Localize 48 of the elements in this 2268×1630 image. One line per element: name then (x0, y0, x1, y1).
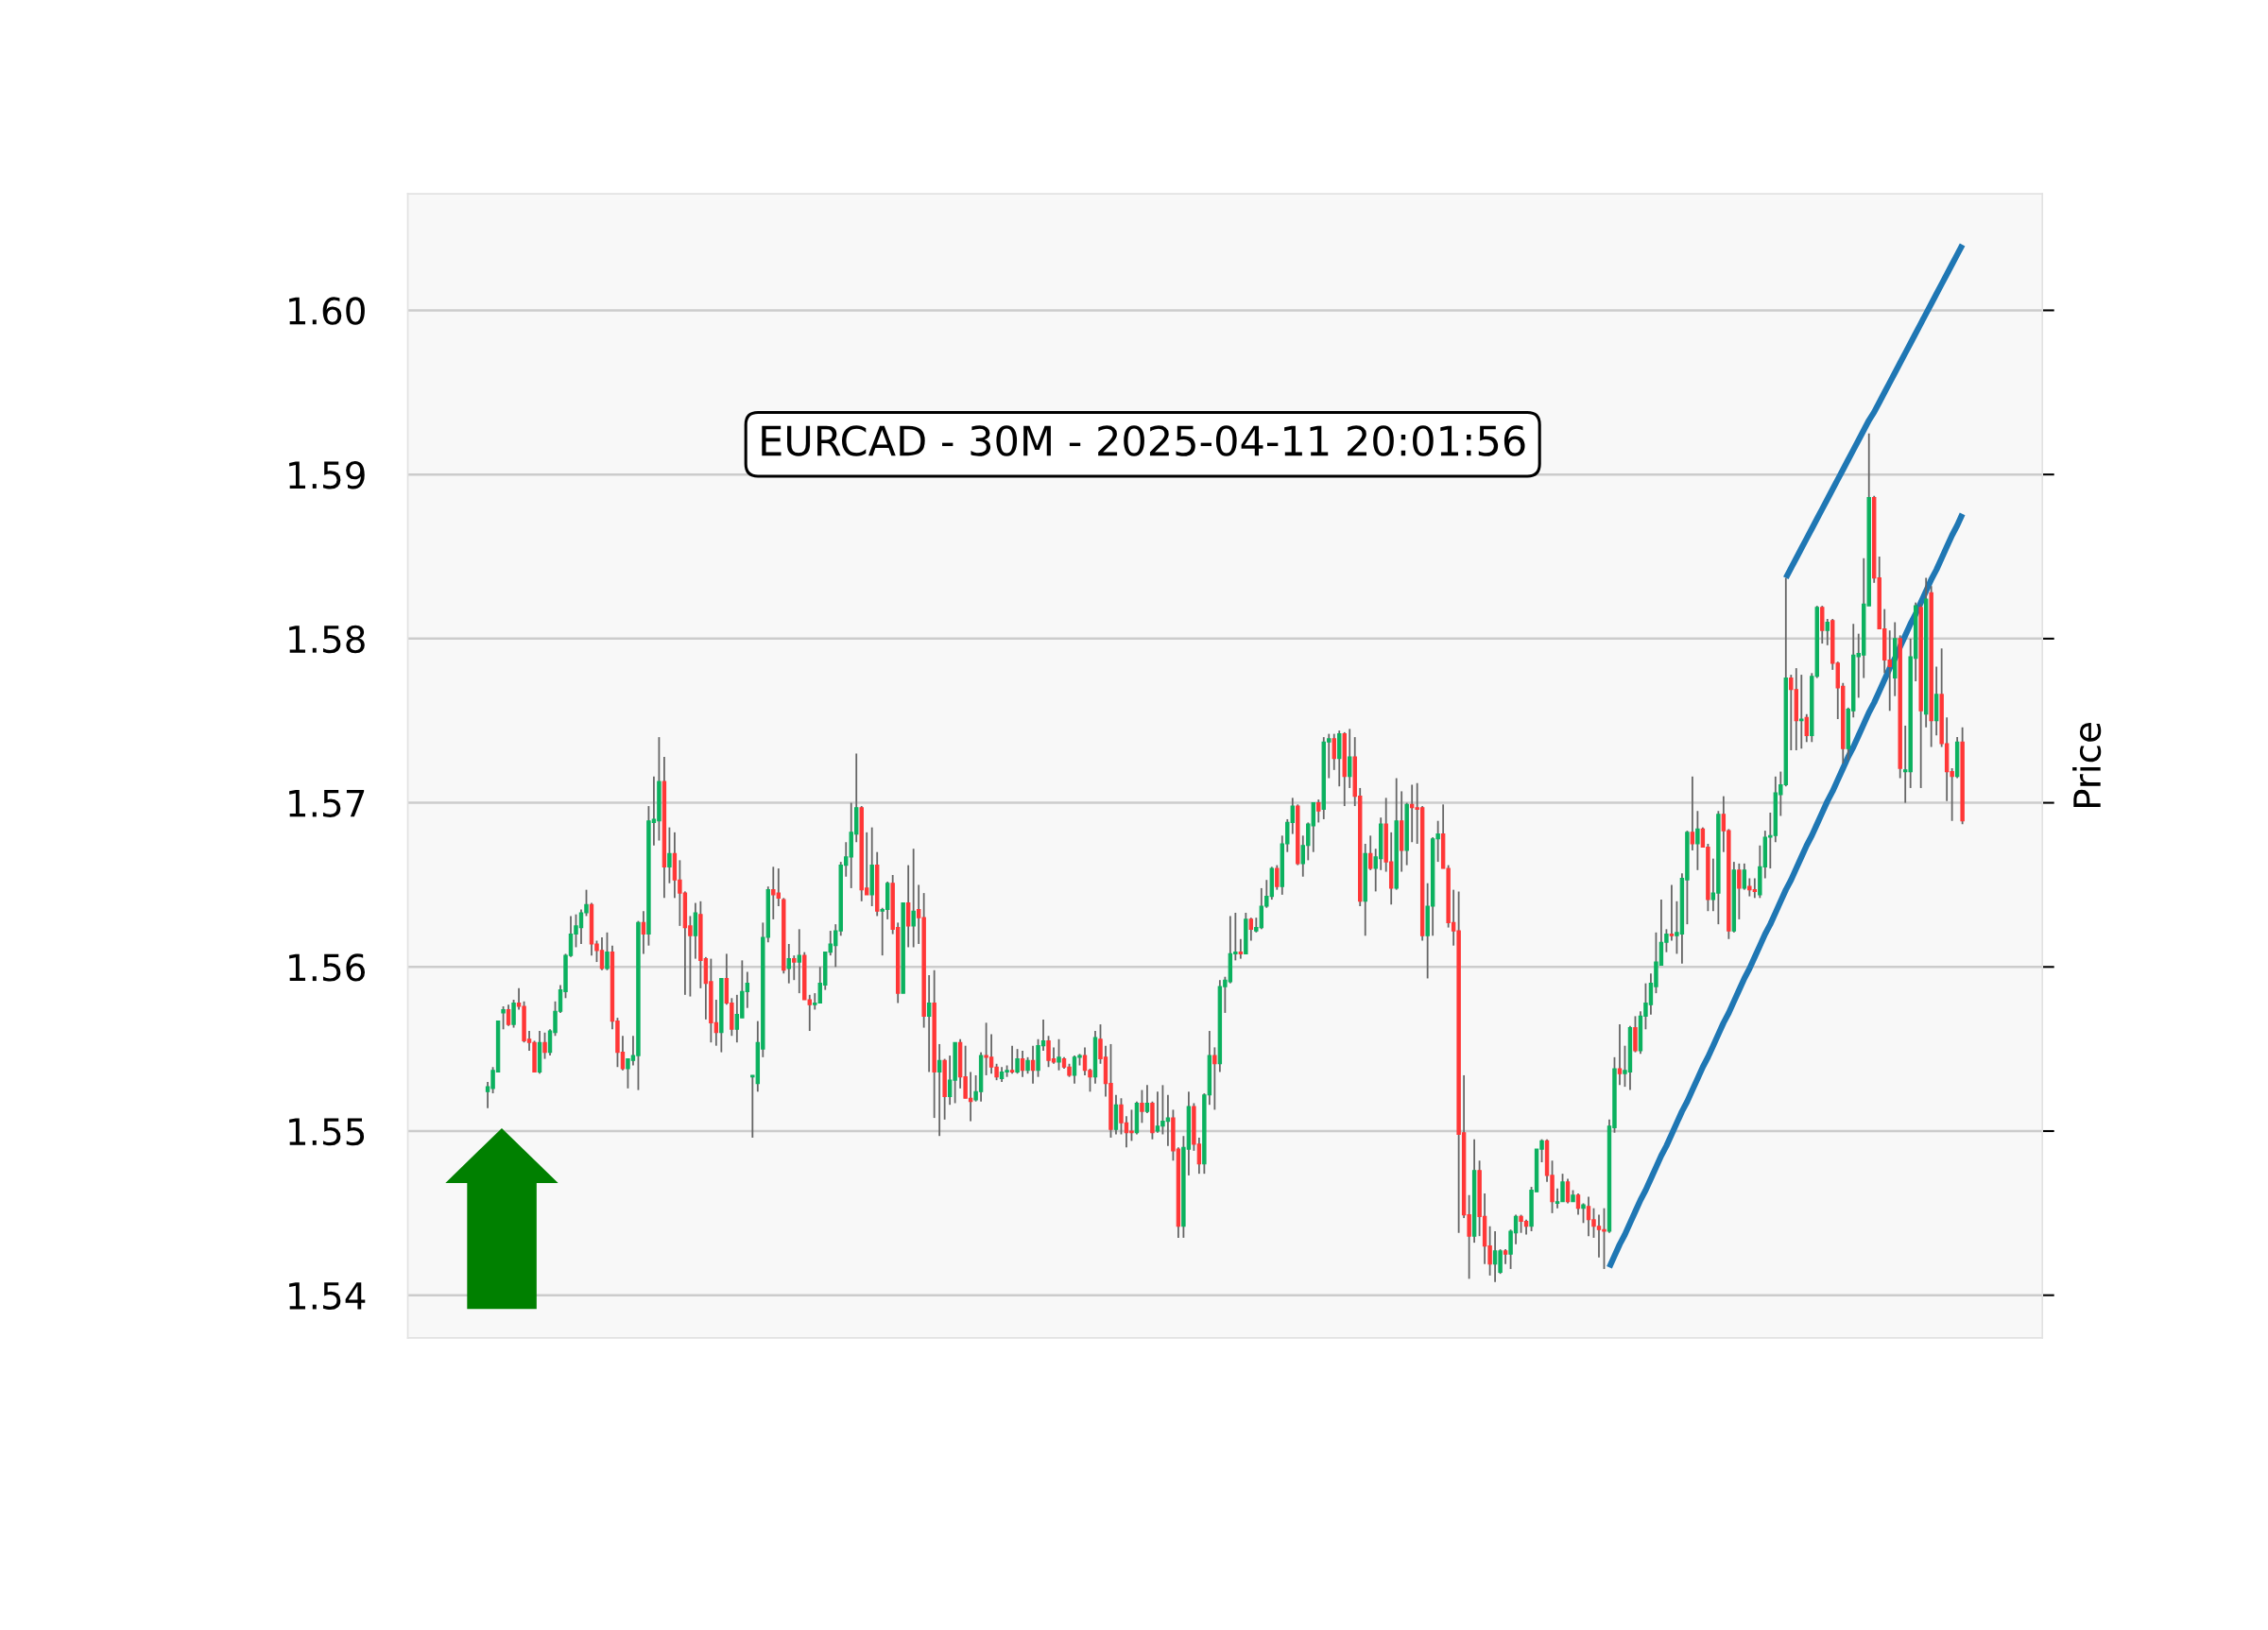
candlestick (1238, 937, 1244, 960)
y-tick-label: 1.55 (289, 1118, 365, 1146)
candlestick (1799, 674, 1804, 750)
candlestick (1575, 1192, 1581, 1216)
candlestick (911, 848, 916, 949)
candlestick (1057, 1038, 1061, 1072)
candlestick (1020, 1049, 1025, 1078)
candlestick (1348, 728, 1352, 789)
candlestick (786, 943, 791, 985)
candlestick (1565, 1177, 1571, 1205)
candlestick (936, 1043, 942, 1138)
candlestick (1009, 1044, 1015, 1075)
candlestick (511, 999, 516, 1029)
text: EURCAD - 30M - 2025-04-11 20:01:56 (762, 425, 1525, 456)
candlestick (1140, 1089, 1144, 1124)
candlestick (1015, 1048, 1020, 1075)
y-tick-label: 1.56 (289, 953, 366, 982)
y-tick-label: 1.54 (289, 1282, 366, 1311)
candlestick (1275, 864, 1280, 891)
candlestick (501, 1005, 506, 1031)
y-tick-label: 1.59 (289, 461, 365, 489)
y-tick-label: 1.58 (289, 625, 365, 654)
candlestick (605, 931, 610, 971)
candlestick (1695, 810, 1700, 871)
candlestick (1669, 884, 1675, 942)
candlestick (506, 1004, 511, 1027)
candlestick (667, 826, 672, 884)
candlestick (1212, 1046, 1217, 1111)
y-axis-title: Price (2072, 723, 2102, 808)
candlestick (1742, 862, 1747, 891)
candlestick (797, 928, 801, 994)
candlestick (1825, 618, 1830, 646)
candlestick (641, 910, 646, 955)
candlestick (1581, 1202, 1586, 1225)
candlestick (1332, 732, 1336, 771)
candlestick (792, 954, 797, 982)
y-tick-label: 1.57 (289, 790, 365, 817)
candlestick (1690, 775, 1695, 851)
candlestick (926, 974, 932, 1073)
candlestick (1737, 862, 1742, 920)
candlestick (1316, 798, 1321, 824)
y-tick-label: 1.60 (289, 297, 365, 325)
candlestick (1617, 1023, 1623, 1087)
candlestick (542, 1031, 547, 1060)
candlestick (1144, 1084, 1150, 1114)
candlestick (1804, 712, 1809, 744)
candlestick (1368, 834, 1373, 871)
candlestick (1248, 917, 1254, 942)
